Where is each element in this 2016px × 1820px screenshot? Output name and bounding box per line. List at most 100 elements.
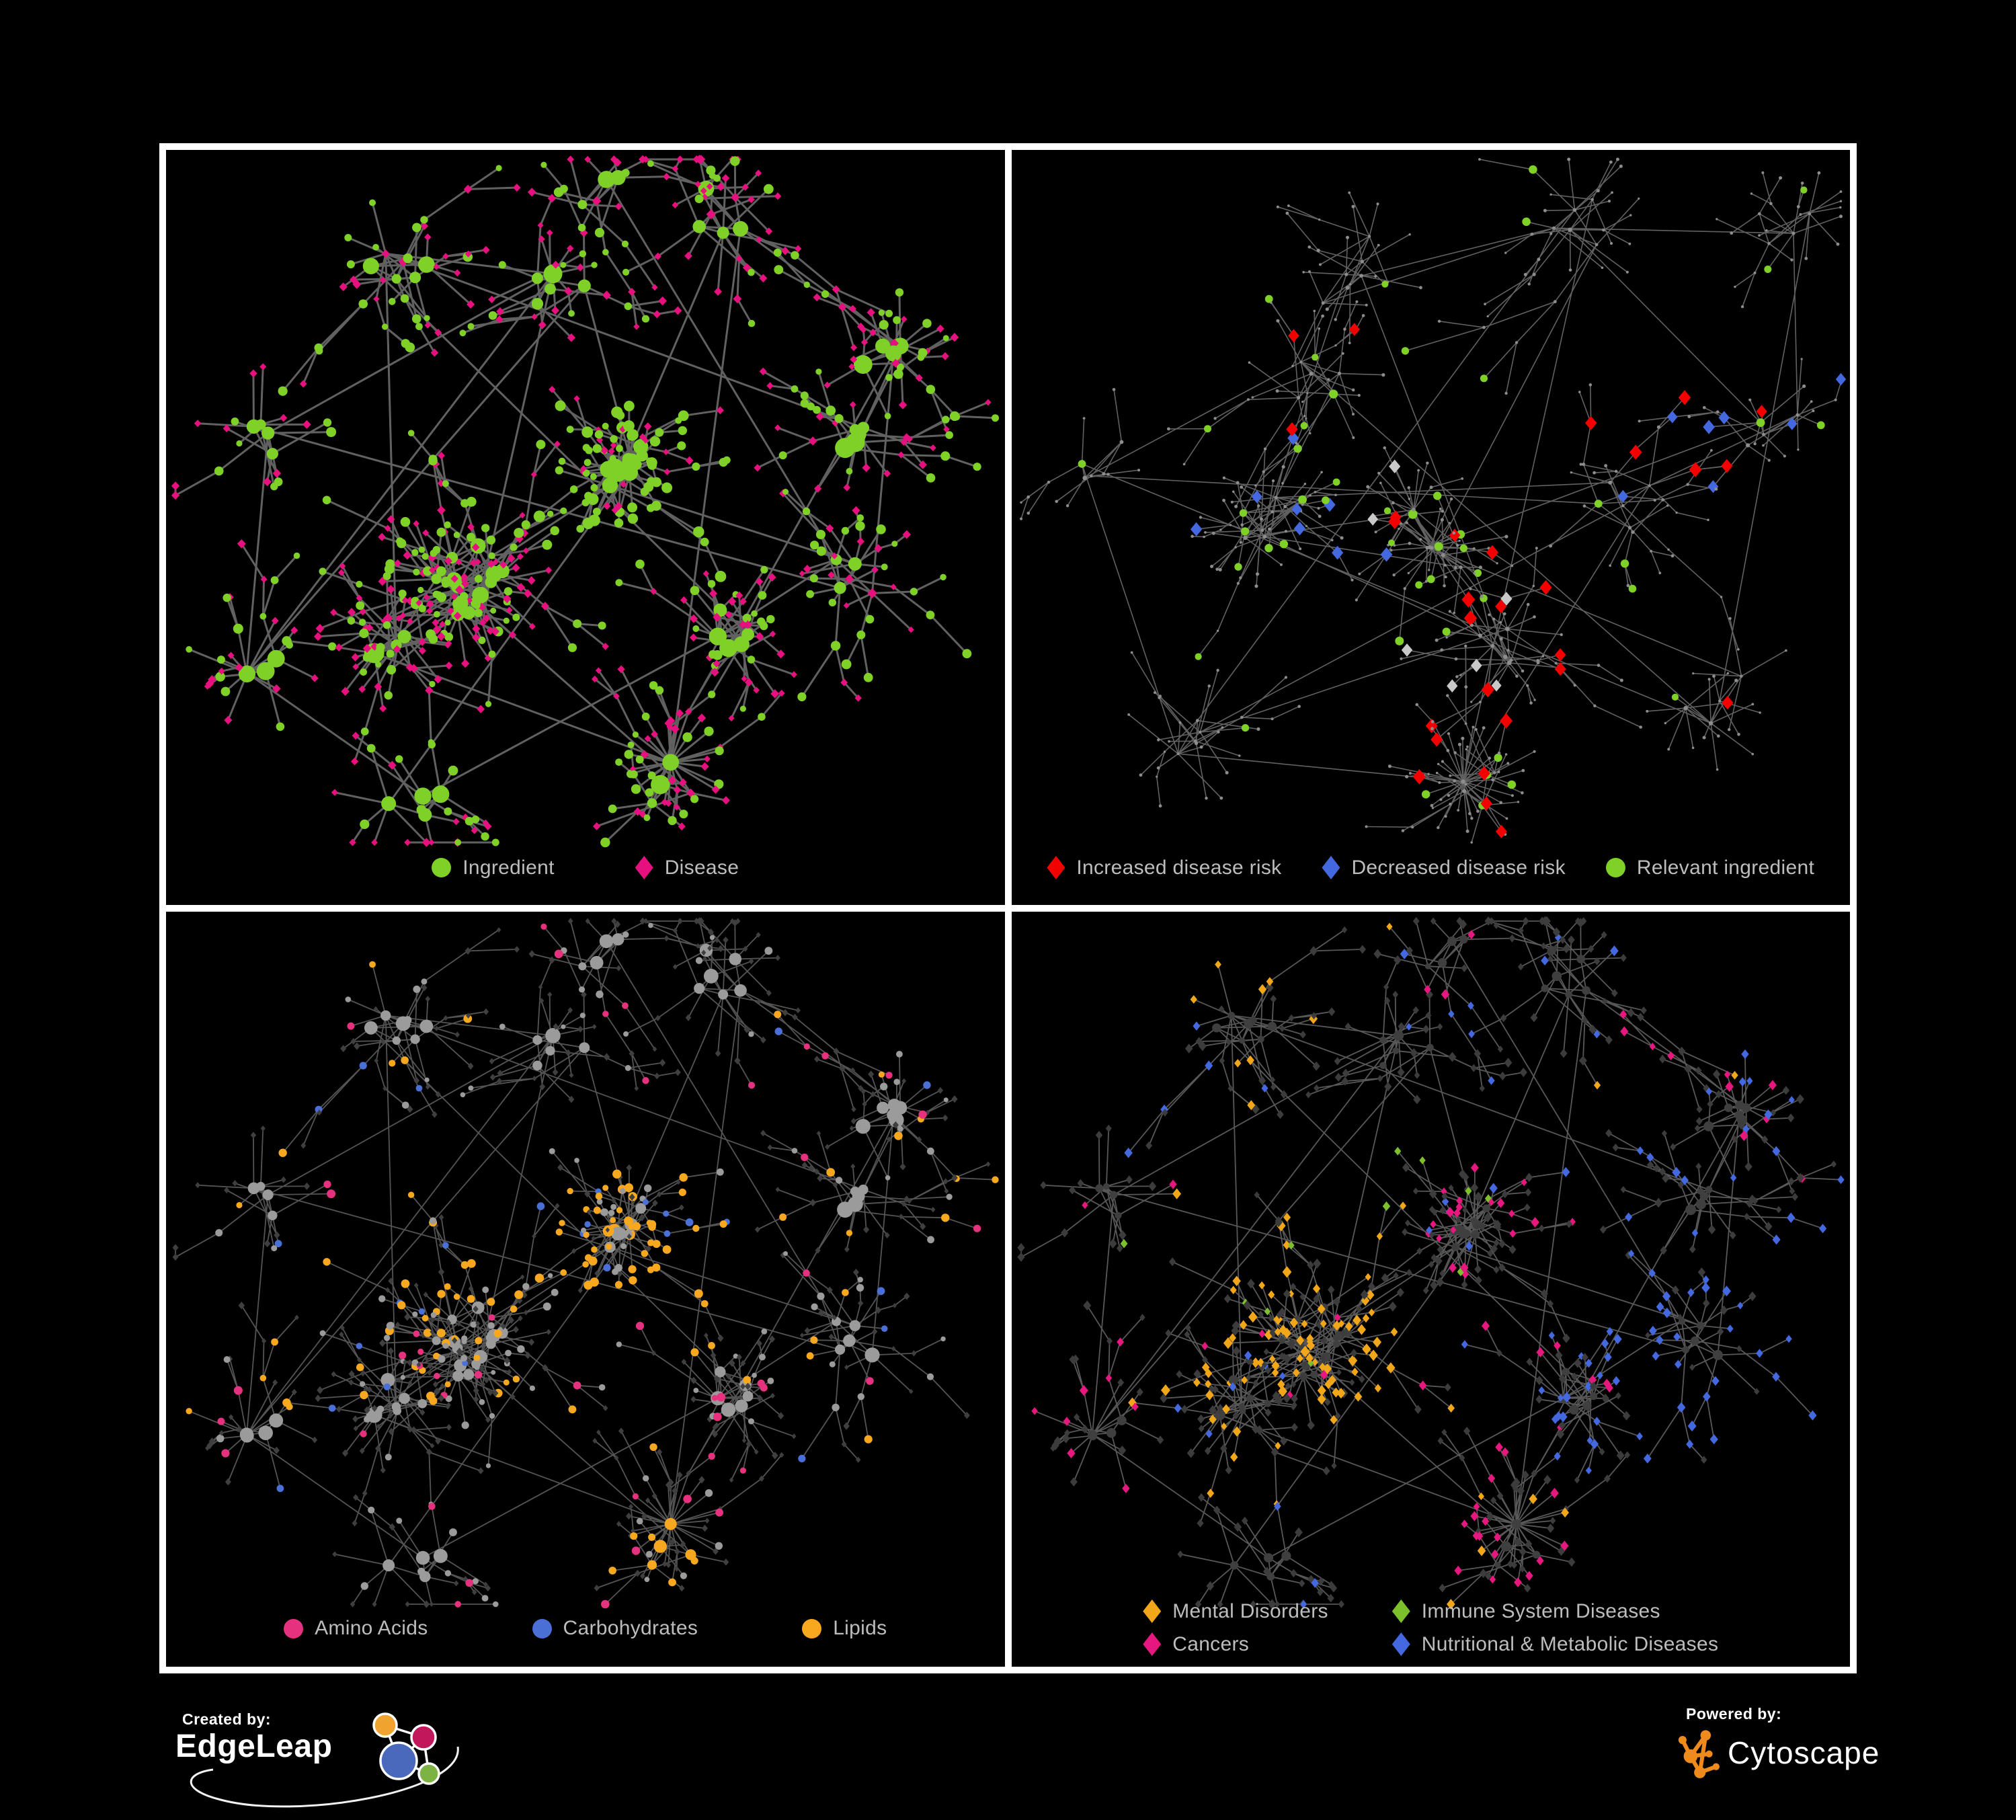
network-node-circle <box>1532 615 1536 619</box>
network-node-circle <box>1638 725 1642 729</box>
network-edge <box>596 200 607 253</box>
network-node-circle <box>1408 233 1411 236</box>
network-node-diamond <box>1387 514 1401 529</box>
network-edge <box>1650 550 1660 574</box>
network-node-circle <box>1445 748 1449 752</box>
network-node-circle <box>1444 815 1447 818</box>
network-node-circle <box>1424 580 1428 583</box>
network-edge <box>1195 1015 1232 1027</box>
network-node-circle <box>766 615 775 624</box>
network-edge <box>1445 631 1481 637</box>
network-node-diamond <box>352 280 362 289</box>
network-node-diamond <box>707 945 713 951</box>
network-node-circle <box>1281 465 1285 469</box>
network-node-circle <box>632 1222 641 1231</box>
network-node-diamond <box>312 1436 318 1443</box>
network-node-diamond <box>694 181 701 188</box>
network-edge <box>1303 1323 1337 1345</box>
network-node-circle <box>421 1314 429 1322</box>
network-node-circle <box>690 1348 699 1357</box>
network-node-diamond <box>172 1244 179 1252</box>
network-edge <box>1113 389 1122 443</box>
network-edge <box>1457 1564 1498 1571</box>
network-node-circle <box>559 1220 565 1226</box>
network-node-circle <box>1630 530 1634 534</box>
network-edge <box>432 458 442 512</box>
network-edge <box>1535 1554 1572 1563</box>
network-node-circle <box>1397 527 1400 530</box>
network-edge <box>1661 1058 1689 1070</box>
network-edge <box>606 941 837 1322</box>
network-node-diamond <box>418 647 426 655</box>
network-node-diamond <box>760 1036 766 1043</box>
network-node-diamond <box>754 1226 760 1233</box>
network-edge <box>1698 1107 1729 1122</box>
network-edge <box>1216 547 1236 570</box>
network-node-diamond <box>1291 503 1302 516</box>
network-node-circle <box>223 593 231 602</box>
network-node-circle <box>384 691 393 700</box>
network-node-circle <box>1211 531 1215 535</box>
network-node-diamond <box>737 1017 742 1023</box>
network-edge <box>739 990 901 1109</box>
network-node-diamond <box>263 477 272 487</box>
network-node-circle <box>1078 460 1086 468</box>
network-edge <box>1808 213 1839 245</box>
network-edge <box>1308 271 1324 304</box>
network-node-circle <box>1457 742 1461 746</box>
network-node-diamond <box>532 1233 536 1239</box>
network-edge <box>1526 684 1531 704</box>
network-node-circle <box>420 216 428 224</box>
network-edge <box>545 1367 578 1386</box>
network-node-circle <box>1702 736 1706 740</box>
network-node-diamond <box>809 1199 816 1207</box>
network-edge <box>1473 548 1498 564</box>
network-node-circle <box>1607 480 1612 485</box>
network-node-diamond <box>813 293 821 302</box>
network-node-diamond <box>1461 591 1475 608</box>
legend-label: Increased disease risk <box>1076 856 1282 879</box>
network-edge <box>1402 803 1451 832</box>
network-node-diamond <box>856 537 865 546</box>
network-edge <box>592 1230 609 1262</box>
network-node-circle <box>625 471 634 479</box>
network-node-circle <box>1303 415 1305 418</box>
network-edge <box>1290 1244 1311 1266</box>
network-node-circle <box>800 399 809 408</box>
network-edge <box>758 1000 799 1011</box>
network-node-circle <box>1816 171 1820 175</box>
network-edge <box>1290 1011 1332 1019</box>
network-edge <box>1506 616 1535 630</box>
network-node-circle <box>635 559 645 569</box>
network-node-circle <box>428 740 436 749</box>
network-node-circle <box>1750 192 1752 195</box>
network-node-circle <box>1391 501 1395 505</box>
network-node-circle <box>594 227 605 238</box>
legend-macronutrient-classes: Amino Acids Carbohydrates Lipids <box>166 1617 1005 1640</box>
network-node-circle <box>514 1290 524 1300</box>
network-edge <box>1532 169 1575 211</box>
network-node-circle <box>1750 703 1754 706</box>
network-edge <box>265 1432 281 1489</box>
network-edge <box>575 397 589 434</box>
network-edge <box>1305 393 1308 420</box>
network-edge <box>490 1331 549 1345</box>
network-node-circle <box>878 1071 885 1078</box>
network-node-diamond <box>643 918 649 924</box>
network-edge <box>1408 545 1439 574</box>
network-edge <box>669 1456 713 1489</box>
network-edge <box>499 1050 551 1074</box>
network-edge <box>697 939 718 947</box>
network-edge <box>1580 463 1617 472</box>
network-node-diamond <box>444 557 452 565</box>
network-node-diamond <box>474 558 481 565</box>
network-node-diamond <box>717 1334 724 1342</box>
network-edge <box>1389 1367 1418 1411</box>
network-edge <box>903 1203 934 1211</box>
network-node-circle <box>396 1517 403 1524</box>
network-edge <box>1207 399 1249 430</box>
network-node-circle <box>1408 510 1418 519</box>
network-edge <box>1582 422 1591 465</box>
network-edge <box>398 1520 424 1558</box>
network-node-circle <box>236 1201 243 1209</box>
